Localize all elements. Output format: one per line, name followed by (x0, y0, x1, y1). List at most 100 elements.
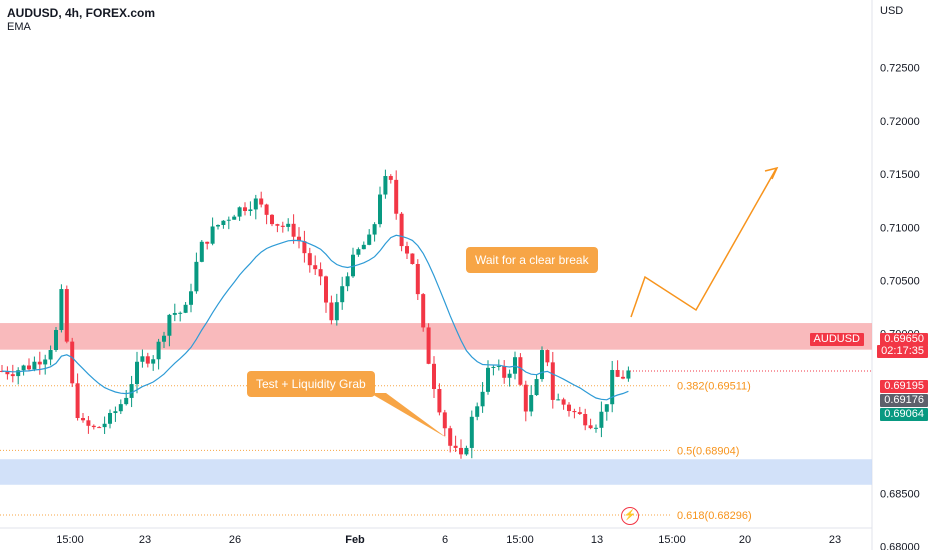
candle-body (226, 219, 231, 221)
candle-body (378, 194, 382, 225)
candle-body (507, 373, 512, 378)
candle-body (426, 327, 431, 364)
candle-body (421, 294, 426, 328)
candle-body (383, 176, 388, 195)
candle-body (172, 312, 177, 315)
chart-title: AUDUSD, 4h, FOREX.com (7, 6, 156, 20)
candle-body (16, 370, 21, 377)
x-tick-label: 20 (739, 534, 751, 546)
candle-body (32, 361, 37, 370)
candle-body (189, 291, 193, 305)
candle-body (437, 388, 442, 413)
y-tick-label: 0.72000 (880, 116, 920, 128)
candle-body (556, 399, 561, 401)
candle-body (199, 241, 204, 262)
candle-body (448, 428, 453, 446)
price-tag-high: 0.69195 (880, 380, 928, 393)
candle-body (615, 369, 620, 377)
candle-body (156, 341, 161, 360)
x-tick-label: 13 (591, 534, 603, 546)
candle-body (307, 253, 312, 266)
candle-body (442, 412, 447, 429)
candle-body (313, 265, 318, 270)
zone-support (0, 459, 872, 485)
candle-body (280, 225, 285, 227)
price-tag-low: 0.69064 (880, 408, 928, 421)
candle-body (318, 269, 323, 277)
candle-body (329, 302, 334, 321)
candle-body (577, 412, 582, 414)
x-tick-label: 23 (139, 534, 151, 546)
callout-wait-break: Wait for a clear break (466, 247, 598, 273)
candle-body (394, 179, 399, 214)
candle-body (232, 216, 237, 220)
candle-body (361, 244, 366, 250)
candle-body (410, 253, 415, 265)
candle-body (469, 416, 474, 448)
candle-body (351, 254, 355, 277)
indicator-label[interactable]: EMA (7, 21, 31, 33)
price-tag-mid: 0.69176 (880, 394, 928, 407)
candle-body (102, 423, 107, 428)
candle-body (70, 341, 75, 384)
candle-body (340, 286, 345, 303)
candle-body (561, 399, 566, 405)
candle-body (81, 418, 85, 421)
candle-body (604, 404, 609, 412)
x-tick-label: 15:00 (56, 534, 84, 546)
candle-body (167, 314, 172, 336)
candle-body (178, 312, 183, 314)
fib-label: 0.5(0.68904) (677, 445, 739, 457)
y-tick-label: 0.70500 (880, 276, 920, 288)
x-tick-label: 23 (829, 534, 841, 546)
candle-body (291, 223, 296, 237)
candle-body (216, 224, 220, 227)
candle-body (356, 249, 361, 255)
lightning-icon[interactable]: ⚡ (621, 507, 639, 525)
y-tick-label: 0.72500 (880, 63, 920, 75)
candle-body (248, 209, 253, 212)
candle-body (626, 370, 631, 379)
candle-body (550, 362, 555, 400)
x-tick-label: 26 (229, 534, 241, 546)
candle-body (75, 383, 80, 419)
candle-body (64, 289, 69, 342)
x-tick-label: Feb (345, 534, 365, 546)
candle-body (59, 289, 64, 330)
candle-body (135, 361, 139, 385)
y-tick-label: 0.68000 (880, 542, 920, 550)
candle-body (221, 220, 226, 225)
candle-body (243, 207, 247, 212)
candle-body (415, 264, 420, 295)
candle-body (129, 384, 134, 398)
x-tick-label: 15:00 (506, 534, 534, 546)
candle-body (367, 234, 372, 245)
candle-body (475, 406, 480, 417)
candle-body (108, 413, 112, 424)
currency-unit[interactable]: USD (880, 5, 904, 17)
candle-body (432, 363, 436, 389)
candle-body (259, 198, 264, 205)
candle-body (523, 384, 528, 412)
candle-body (583, 413, 588, 426)
candle-body (48, 350, 53, 360)
candle-body (5, 371, 10, 375)
candle-body (345, 276, 350, 287)
zone-resistance (0, 323, 872, 350)
candle-body (599, 411, 604, 428)
candle-body (205, 241, 210, 244)
candle-body (529, 395, 534, 412)
candle-body (140, 356, 145, 362)
y-tick-label: 0.71000 (880, 222, 920, 234)
candle-body (270, 214, 274, 225)
candle-body (118, 404, 123, 412)
projection-arrowhead (764, 166, 779, 180)
candle-body (545, 350, 550, 363)
candle-body (464, 447, 469, 455)
candle-body (388, 176, 393, 180)
candle-body (324, 276, 328, 303)
candle-body (97, 427, 102, 429)
candle-body (480, 391, 485, 407)
candle-body (572, 411, 577, 413)
